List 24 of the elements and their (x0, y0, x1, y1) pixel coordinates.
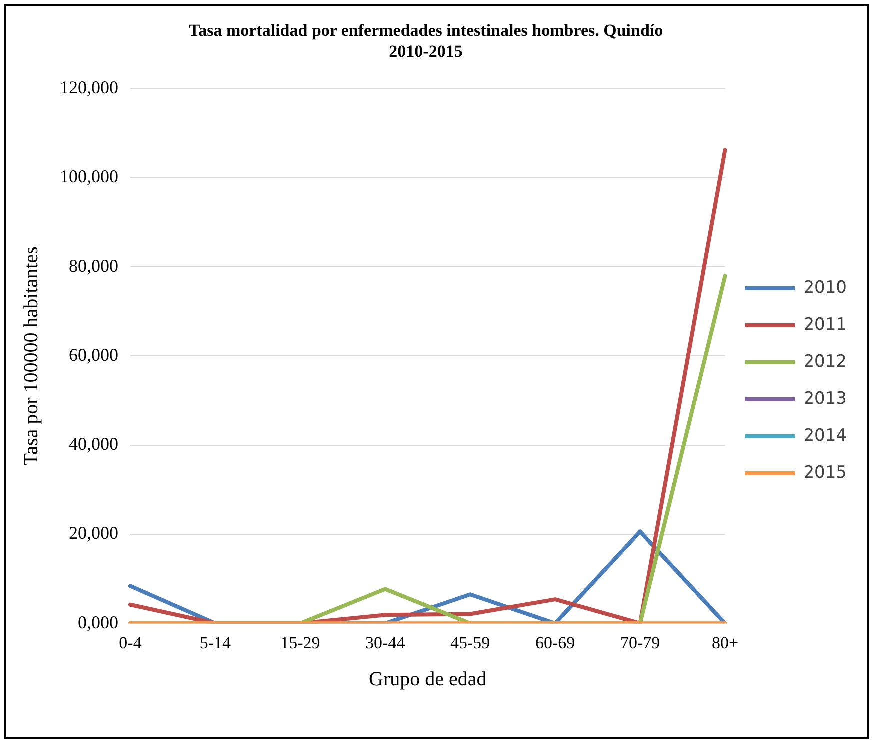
x-axis-title: Grupo de edad (369, 668, 487, 690)
legend-label: 2012 (804, 352, 847, 372)
x-tick-label: 15-29 (280, 633, 320, 652)
y-tick-label: 0,000 (78, 612, 118, 632)
x-tick-label: 5-14 (200, 633, 232, 652)
y-tick-label: 120,000 (60, 78, 118, 98)
legend-label: 2011 (804, 314, 847, 335)
x-tick-label: 0-4 (119, 633, 142, 652)
y-tick-label: 60,000 (69, 344, 118, 365)
legend-label: 2010 (804, 278, 847, 298)
y-tick-label: 80,000 (69, 256, 118, 276)
x-tick-label: 45-59 (450, 633, 490, 652)
x-tick-label: 60-69 (535, 633, 576, 652)
x-tick-label: 80+ (712, 633, 739, 652)
x-tick-label: 30-44 (366, 633, 406, 652)
y-tick-label: 20,000 (69, 523, 118, 544)
x-tick-label: 70-79 (620, 633, 660, 652)
legend-label: 2014 (804, 426, 847, 446)
legend-label: 2013 (804, 388, 847, 409)
y-tick-label: 100,000 (60, 166, 118, 187)
legend-label: 2015 (804, 462, 847, 483)
chart-title: Tasa mortalidad por enfermedades intestinales hombres. Quindío 2010-2015 (188, 20, 664, 62)
y-tick-label: 40,000 (69, 434, 118, 454)
y-axis-title: Tasa por 100000 habitantes (20, 246, 42, 466)
